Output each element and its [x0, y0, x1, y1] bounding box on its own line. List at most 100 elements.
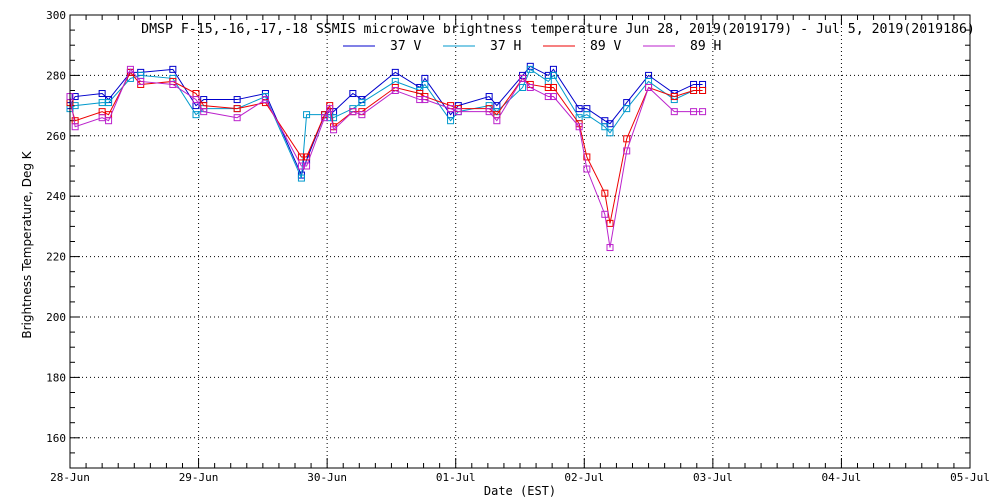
data-point — [447, 105, 455, 113]
x-tick-label: 30-Jun — [307, 471, 347, 484]
data-point — [330, 126, 338, 134]
y-tick-label: 260 — [46, 130, 66, 143]
data-point — [606, 244, 614, 252]
chart-title: DMSP F-15,-16,-17,-18 SSMIS microwave br… — [141, 22, 975, 37]
data-point — [670, 93, 678, 101]
legend-label: 89 H — [690, 39, 721, 54]
data-point — [71, 93, 79, 101]
data-point — [544, 83, 552, 91]
data-point — [447, 117, 455, 125]
data-point — [421, 80, 429, 88]
data-point — [297, 153, 305, 161]
data-point — [549, 93, 557, 101]
data-point — [233, 96, 241, 104]
data-point — [575, 123, 583, 131]
data-point — [297, 174, 305, 182]
y-tick-label: 200 — [46, 311, 66, 324]
data-point — [233, 105, 241, 113]
data-point — [549, 83, 557, 91]
data-point — [519, 83, 527, 91]
y-tick-label: 160 — [46, 432, 66, 445]
data-point — [391, 68, 399, 76]
data-point — [137, 77, 145, 85]
series-line-89-v — [69, 71, 703, 224]
data-point — [261, 96, 269, 104]
data-point — [485, 93, 493, 101]
data-point — [690, 108, 698, 116]
y-tick-label: 220 — [46, 251, 66, 264]
data-point — [690, 87, 698, 94]
data-point — [519, 74, 527, 82]
data-point — [303, 111, 311, 119]
data-point — [192, 96, 200, 104]
data-point — [623, 147, 631, 155]
x-axis-label: Date (EST) — [484, 484, 556, 498]
legend-label: 89 V — [590, 39, 621, 54]
data-point — [485, 108, 493, 116]
data-point — [169, 80, 177, 88]
data-point — [699, 87, 707, 94]
data-point — [297, 162, 305, 170]
data-point — [330, 114, 338, 122]
data-point — [105, 117, 113, 125]
data-point — [583, 165, 591, 173]
plot-frame — [69, 14, 971, 469]
data-point — [421, 96, 429, 104]
data-point — [601, 210, 609, 218]
data-point — [645, 83, 653, 91]
data-point — [71, 123, 79, 131]
data-point — [321, 114, 329, 122]
y-tick-label: 300 — [46, 9, 66, 22]
data-point — [493, 117, 501, 125]
y-tick-label: 280 — [46, 69, 66, 82]
data-point — [233, 114, 241, 122]
data-point — [416, 96, 424, 104]
data-point — [391, 87, 399, 94]
data-point — [169, 65, 177, 73]
data-point — [526, 65, 534, 73]
x-tick-label: 04-Jul — [822, 471, 862, 484]
data-point — [544, 93, 552, 101]
data-point — [358, 99, 366, 107]
legend-label: 37 V — [390, 39, 421, 54]
data-point — [623, 105, 631, 113]
data-point — [349, 90, 357, 98]
data-point — [606, 129, 614, 137]
data-point — [699, 108, 707, 116]
data-point — [583, 153, 591, 161]
y-axis-label: Brightness Temperature, Deg K — [20, 150, 34, 338]
data-point — [98, 90, 106, 98]
series-layer — [66, 62, 707, 252]
data-point — [126, 65, 134, 73]
data-point — [623, 135, 631, 143]
data-point — [601, 123, 609, 131]
series-line-89-h — [69, 68, 703, 248]
axis-ticks: 160 180 200 220 240 260 280 300 28-Jun 29-Jun 30-J… — [46, 9, 990, 484]
data-point — [549, 71, 557, 79]
x-tick-label: 01-Jul — [436, 471, 476, 484]
data-point — [454, 108, 462, 116]
data-point — [200, 108, 208, 116]
data-point — [326, 105, 334, 113]
data-point — [358, 111, 366, 119]
data-point — [303, 162, 311, 170]
data-point — [575, 105, 583, 113]
data-point — [601, 189, 609, 197]
x-tick-label: 05-Jul — [950, 471, 990, 484]
data-point — [606, 219, 614, 227]
x-tick-label: 02-Jul — [564, 471, 604, 484]
y-tick-label: 180 — [46, 371, 66, 384]
legend: 37 V 37 H 89 V 89 H — [343, 39, 721, 54]
data-point — [105, 99, 113, 107]
data-point — [349, 108, 357, 116]
data-point — [670, 108, 678, 116]
data-point — [192, 111, 200, 119]
x-tick-label: 03-Jul — [693, 471, 733, 484]
data-point — [583, 111, 591, 119]
data-point — [526, 83, 534, 91]
legend-label: 37 H — [490, 39, 521, 54]
y-tick-label: 240 — [46, 190, 66, 203]
x-tick-label: 29-Jun — [179, 471, 219, 484]
x-tick-label: 28-Jun — [50, 471, 90, 484]
